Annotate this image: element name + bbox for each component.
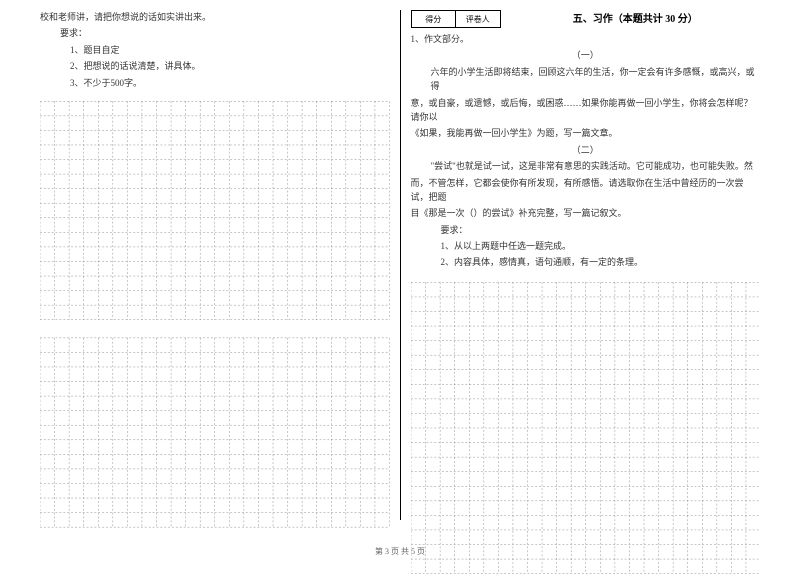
- writing-grid-1: [40, 98, 390, 323]
- intro-text: 校和老师讲，请把你想说的话如实讲出来。: [40, 10, 390, 24]
- req-1: 1、题目自定: [40, 43, 390, 57]
- grader-label: 评卷人: [456, 11, 500, 27]
- req-3: 3、不少于500字。: [40, 76, 390, 90]
- right-req-2: 2、内容具体，感情真，语句通顺，有一定的条理。: [411, 255, 761, 269]
- req-2: 2、把想说的话说清楚，讲具体。: [40, 59, 390, 73]
- left-column: 校和老师讲，请把你想说的话如实讲出来。 要求： 1、题目自定 2、把想说的话说清…: [30, 10, 400, 535]
- score-label: 得分: [412, 11, 457, 27]
- right-req-1: 1、从以上两题中任选一题完成。: [411, 239, 761, 253]
- grid-svg-left-1: [40, 98, 390, 323]
- part1-text2: 意，或自豪，或遗憾，或后悔，或困惑……如果你能再做一回小学生，你将会怎样呢？请你…: [411, 96, 761, 125]
- part1-text3: 《如果，我能再做一回小学生》为题，写一篇文章。: [411, 126, 761, 140]
- item-1: 1、作文部分。: [411, 32, 761, 46]
- part2-text2: 而，不管怎样，它都会使你有所发现，有所感悟。请选取你在生活中曾经历的一次尝试，把…: [411, 176, 761, 205]
- req-label: 要求：: [40, 26, 390, 40]
- part1-text1: 六年的小学生活即将结束，回顾这六年的生活，你一定会有许多感慨，或高兴，或得: [411, 65, 761, 94]
- section-title: 五、习作（本题共计 30 分）: [511, 10, 761, 25]
- part2-text3: 目《那是一次（）的尝试》补充完整，写一篇记叙文。: [411, 206, 761, 220]
- writing-grid-right: [411, 278, 761, 578]
- grid-svg-right: [411, 278, 761, 578]
- part2-text1: "尝试"也就是试一试，这是非常有意思的实践活动。它可能成功，也可能失败。然: [411, 159, 761, 173]
- part1-label: （一）: [411, 48, 761, 62]
- right-req-label: 要求：: [411, 223, 761, 237]
- part2-label: （二）: [411, 143, 761, 157]
- writing-grid-2: [40, 335, 390, 530]
- right-column: 得分 评卷人 五、习作（本题共计 30 分） 1、作文部分。 （一） 六年的小学…: [401, 10, 771, 535]
- page-footer: 第 3 页 共 5 页: [0, 546, 800, 557]
- grid-svg-left-2: [40, 335, 390, 530]
- score-box: 得分 评卷人: [411, 10, 501, 28]
